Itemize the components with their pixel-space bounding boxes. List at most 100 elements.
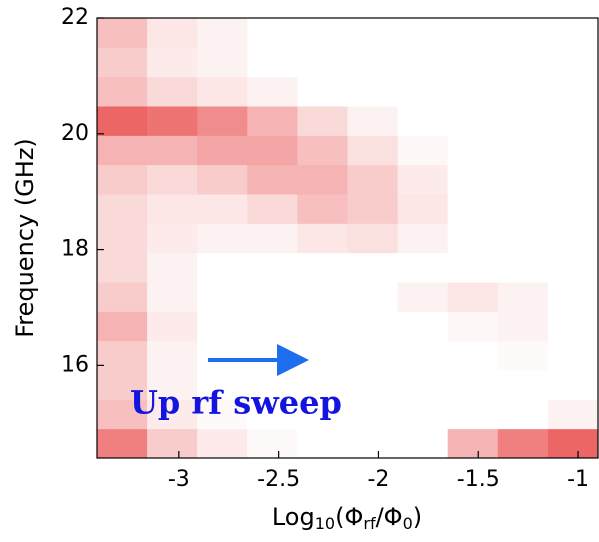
heatmap-cell (197, 106, 248, 136)
heatmap-cell (497, 194, 549, 224)
heatmap-cell (397, 47, 449, 78)
x-tick-label: -3 (168, 467, 190, 492)
heatmap-cell (197, 399, 248, 430)
x-axis-label-part: 10 (315, 514, 335, 533)
heatmap-cell (547, 106, 599, 136)
heatmap-cell (97, 399, 148, 430)
heatmap-cell (447, 18, 499, 48)
heatmap-cell (347, 399, 399, 430)
x-axis-label-part: /Φ (376, 503, 403, 531)
heatmap-cell (347, 135, 399, 166)
heatmap-cell (197, 47, 248, 78)
heatmap-cell (97, 106, 148, 136)
heatmap-cell (247, 252, 298, 283)
heatmap-cell (197, 18, 248, 48)
heatmap-cell (247, 282, 298, 312)
heatmap-cell (497, 428, 549, 459)
heatmap-cell (447, 399, 499, 430)
heatmap-cell (497, 164, 549, 195)
heatmap-cell (147, 399, 198, 430)
x-tick-label: -2.5 (257, 467, 300, 492)
heatmap-cell (247, 47, 298, 78)
heatmap-cell (547, 311, 599, 342)
heatmap-cell (147, 135, 198, 166)
x-axis-label-part: Log (272, 503, 315, 531)
heatmap-cell (447, 311, 499, 342)
heatmap-cell (347, 282, 399, 312)
heatmap-cell (297, 252, 348, 283)
heatmap-cell (297, 340, 348, 371)
heatmap-cell (97, 428, 148, 459)
heatmap-cell (447, 428, 499, 459)
heatmap-cell (397, 194, 449, 224)
heatmap-cell (347, 252, 399, 283)
heatmap-cell (547, 223, 599, 254)
heatmap-cell (147, 18, 198, 48)
heatmap-cell (97, 311, 148, 342)
heatmap-cell (397, 282, 449, 312)
heatmap-cell (97, 47, 148, 78)
heatmap-cell (547, 164, 599, 195)
heatmap-cell (97, 282, 148, 312)
y-tick-label: 16 (61, 352, 89, 377)
heatmap-cell (297, 428, 348, 459)
heatmap-cell (147, 106, 198, 136)
heatmap-cell (197, 194, 248, 224)
x-axis-label-part: 0 (403, 514, 413, 533)
heatmap-cell (347, 223, 399, 254)
heatmap-cell (497, 76, 549, 107)
heatmap-cell (147, 282, 198, 312)
heatmap-cell (147, 194, 198, 224)
heatmap-cell (147, 223, 198, 254)
heatmap-cell (297, 135, 348, 166)
heatmap-cell (147, 252, 198, 283)
heatmap-cell (397, 76, 449, 107)
heatmap-cell (547, 428, 599, 459)
heatmap-cell (447, 340, 499, 371)
heatmap-cell (297, 76, 348, 107)
heatmap-cell (397, 340, 449, 371)
heatmap-cell (247, 76, 298, 107)
heatmap-cell (397, 252, 449, 283)
heatmap-cell (297, 47, 348, 78)
heatmap-cell (147, 428, 198, 459)
heatmap-cell (297, 311, 348, 342)
heatmap-cell (547, 282, 599, 312)
heatmap-cell (397, 223, 449, 254)
heatmap-cell (397, 311, 449, 342)
heatmap-cell (297, 194, 348, 224)
heatmap-cell (297, 399, 348, 430)
heatmap-cell (97, 194, 148, 224)
heatmap-cell (547, 399, 599, 430)
heatmap-cell (197, 223, 248, 254)
heatmap-cell (197, 252, 248, 283)
x-axis-label: Log10(Φrf/Φ0) (272, 503, 422, 533)
heatmap-cell (497, 106, 549, 136)
heatmap (97, 18, 599, 459)
plot-frame (96, 17, 599, 459)
y-tick-label: 22 (61, 5, 89, 30)
heatmap-cell (247, 311, 298, 342)
heatmap-cell (297, 223, 348, 254)
heatmap-cell (147, 76, 198, 107)
heatmap-cell (497, 223, 549, 254)
heatmap-cell (97, 370, 148, 400)
heatmap-cell (547, 370, 599, 400)
heatmap-cell (197, 370, 248, 400)
heatmap-cell (247, 135, 298, 166)
heatmap-cell (97, 223, 148, 254)
heatmap-cell (447, 252, 499, 283)
y-axis-label: Frequency (GHz) (11, 138, 39, 338)
heatmap-cell (447, 370, 499, 400)
heatmap-cell (247, 340, 298, 371)
heatmap-cell (247, 399, 298, 430)
heatmap-cell (397, 428, 449, 459)
x-axis-label-part: rf (363, 514, 376, 533)
heatmap-cell (447, 76, 499, 107)
heatmap-cell (247, 428, 298, 459)
heatmap-cell (197, 76, 248, 107)
heatmap-cell (397, 370, 449, 400)
heatmap-cell (497, 18, 549, 48)
heatmap-cell (347, 370, 399, 400)
